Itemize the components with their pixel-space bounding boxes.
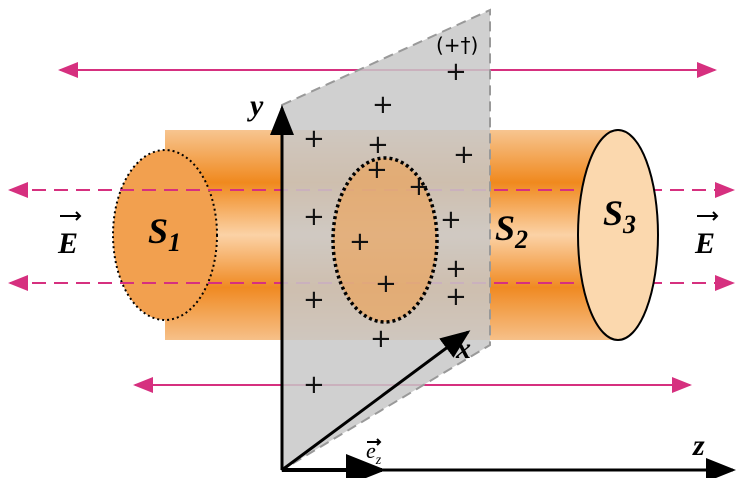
plus: + (445, 57, 467, 87)
axis-label: x (455, 332, 471, 365)
label-sub: z (375, 453, 382, 468)
plus: + (440, 205, 462, 235)
plus: + (445, 282, 467, 312)
plus: + (375, 269, 397, 299)
plus: + (303, 370, 325, 400)
plus: + (370, 324, 392, 354)
diagram: + + + + + + + + + + + + + + + + E E S1 S… (0, 0, 743, 478)
plus: + (303, 202, 325, 232)
vector-arrow (60, 212, 80, 220)
label-main: S (495, 208, 515, 248)
label-sub: 2 (514, 225, 528, 254)
plus: + (349, 227, 371, 257)
label-main: S (148, 211, 168, 251)
axis-label: z (692, 429, 705, 462)
field-label: E (694, 227, 715, 260)
label-sub: 1 (168, 228, 181, 257)
axis-label: y (247, 89, 264, 122)
charge-label: (+†) (436, 33, 478, 57)
plus: + (372, 90, 394, 120)
surface-s3 (578, 130, 658, 340)
plus: + (453, 140, 475, 170)
plus: + (445, 254, 467, 284)
vector-arrow (697, 212, 717, 220)
plus: + (303, 124, 325, 154)
plus: + (303, 285, 325, 315)
label-main: e (366, 438, 376, 463)
plus: + (408, 172, 430, 202)
label-sub: 3 (622, 210, 636, 239)
field-label: E (57, 227, 78, 260)
label-main: S (603, 193, 623, 233)
plus: + (366, 155, 388, 185)
